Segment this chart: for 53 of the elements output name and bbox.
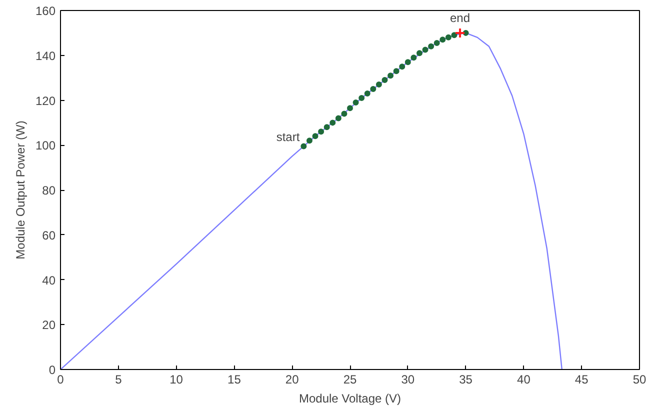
x-tick-label: 35	[459, 372, 473, 386]
y-tick-label: 0	[48, 363, 56, 377]
y-tick-label: 20	[42, 318, 56, 332]
point	[445, 34, 452, 40]
point	[410, 54, 417, 61]
x-tick-label: 5	[115, 372, 122, 386]
x-axis-title: Module Voltage (V)	[298, 392, 402, 406]
point	[318, 128, 324, 135]
point	[306, 138, 312, 144]
x-tick-label: 10	[170, 372, 184, 386]
point	[462, 30, 469, 36]
point	[428, 43, 434, 50]
annotation: start	[276, 130, 300, 144]
point	[324, 124, 330, 130]
point	[454, 27, 466, 38]
point	[404, 59, 411, 66]
point	[312, 133, 318, 140]
y-tick-label: 140	[35, 48, 56, 63]
point	[376, 82, 382, 88]
point	[358, 95, 365, 101]
point	[440, 36, 446, 43]
x-tick-label: 40	[517, 372, 531, 386]
y-tick-label: 80	[42, 184, 56, 198]
point	[451, 32, 458, 38]
point	[335, 115, 342, 122]
x-tick-label: 0	[57, 372, 64, 386]
point	[347, 105, 353, 112]
x-tick-label: 30	[401, 372, 415, 386]
x-tick-label: 50	[632, 372, 646, 386]
point	[434, 40, 440, 46]
y-tick-label: 40	[42, 273, 56, 288]
point	[330, 120, 336, 126]
point	[341, 110, 348, 117]
y-tick-label: 100	[35, 138, 56, 153]
point	[364, 90, 370, 97]
y-tick-label: 60	[42, 228, 56, 242]
y-tick-label: 160	[35, 4, 56, 18]
point	[388, 72, 394, 79]
annotation: end	[450, 10, 470, 25]
point	[393, 68, 400, 74]
point	[382, 77, 388, 84]
point	[352, 100, 359, 106]
x-tick-label: 20	[285, 372, 300, 386]
x-tick-label: 45	[574, 372, 589, 386]
y-axis-title: Module Output Power (W)	[13, 120, 28, 260]
point	[370, 86, 376, 92]
y-tick-label: 120	[35, 94, 56, 108]
point	[399, 64, 406, 70]
x-tick-label: 15	[228, 372, 242, 386]
point	[416, 50, 422, 56]
x-tick-label: 25	[343, 372, 357, 386]
point	[300, 143, 307, 150]
point	[422, 46, 428, 53]
